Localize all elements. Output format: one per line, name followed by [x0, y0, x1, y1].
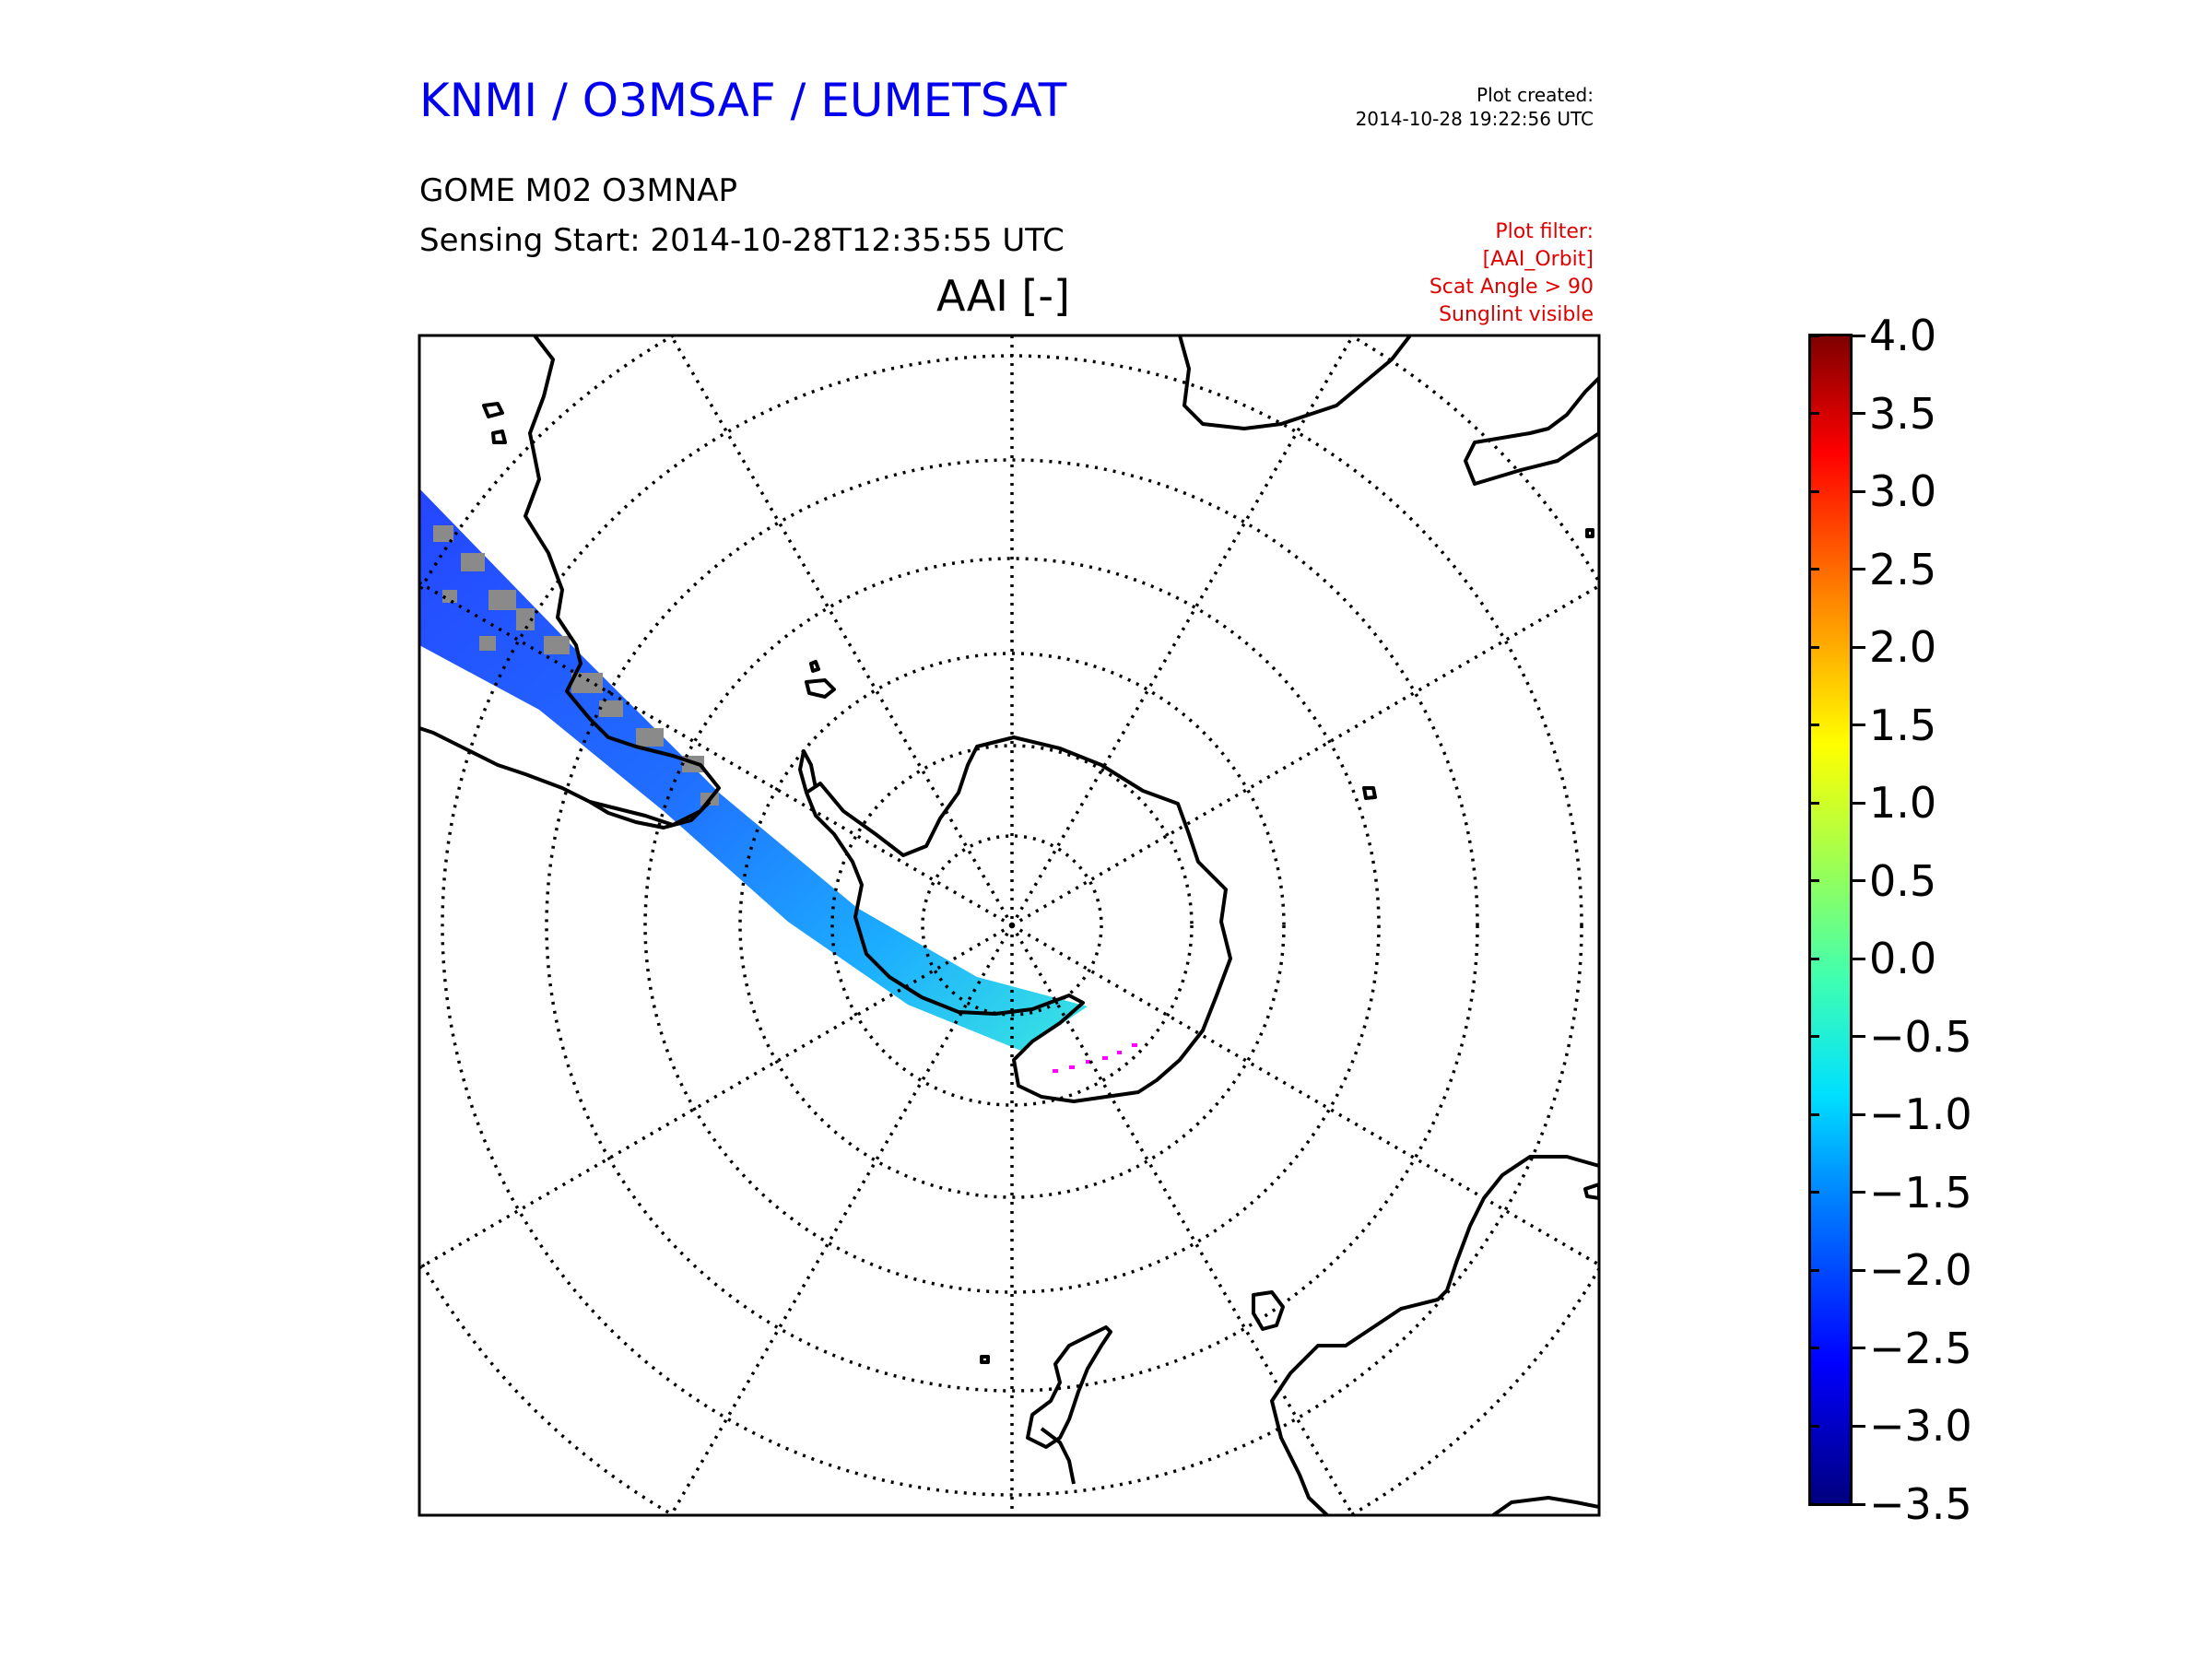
colorbar-tick-label: 1.0: [1869, 778, 1937, 829]
falkland-islands: [805, 678, 836, 699]
colorbar-tick-label: −2.5: [1869, 1323, 1972, 1373]
map-title: AAI [-]: [936, 271, 1070, 321]
colorbar-tick: [1853, 879, 1865, 883]
colorbar-tick-label: −3.0: [1869, 1401, 1972, 1452]
org-title: KNMI / O3MSAF / EUMETSAT: [419, 74, 1067, 127]
plot-created-time: 2014-10-28 19:22:56 UTC: [1355, 108, 1594, 130]
coastlines: [419, 335, 1599, 1515]
campbell-island: [980, 1355, 990, 1364]
south-sandwich-islands: [482, 402, 504, 418]
colorbar-tick-label: 3.0: [1869, 466, 1937, 517]
africa-coast: [1178, 335, 1412, 430]
plot-filter-line: Sunglint visible: [1439, 303, 1594, 326]
colorbar-tick: [1808, 645, 1819, 649]
plot-created: Plot created: 2014-10-28 19:22:56 UTC: [1356, 83, 1594, 131]
south-georgia: [809, 660, 820, 673]
madagascar-coast: [1464, 376, 1599, 486]
colorbar-tick-label: −1.5: [1869, 1167, 1972, 1218]
colorbar-tick: [1808, 1268, 1819, 1272]
colorbar-tick: [1853, 801, 1865, 805]
plot-filter-line: [AAI_Orbit]: [1482, 248, 1594, 271]
colorbar-tick-label: −2.0: [1869, 1245, 1972, 1296]
satellite-swath: [419, 488, 1088, 1051]
colorbar-tick: [1808, 1424, 1819, 1428]
colorbar-tick: [1853, 1268, 1865, 1272]
colorbar-tick: [1853, 1112, 1865, 1116]
colorbar-tick: [1808, 334, 1819, 337]
colorbar-tick: [1808, 801, 1819, 805]
south-america-coast: [419, 335, 721, 827]
colorbar-tick: [1808, 412, 1819, 416]
colorbar-tick: [1808, 1191, 1819, 1194]
plot-filter-line: Scat Angle > 90: [1429, 276, 1594, 299]
colorbar-tick-label: −1.0: [1869, 1089, 1972, 1140]
colorbar-tick: [1853, 412, 1865, 416]
colorbar-tick: [1853, 724, 1865, 727]
colorbar-tick-label: 2.5: [1869, 544, 1937, 594]
new-zealand-south-coast: [1040, 1427, 1076, 1485]
australia-coast: [1270, 1155, 1599, 1515]
map-frame: [418, 334, 1601, 1517]
colorbar-tick-label: 1.5: [1869, 700, 1937, 750]
colorbar-tick: [1808, 1347, 1819, 1350]
colorbar-tick: [1853, 1191, 1865, 1194]
product-name: GOME M02 O3MNAP: [419, 172, 738, 209]
colorbar-tick: [1808, 1112, 1819, 1116]
colorbar-tick: [1808, 1035, 1819, 1039]
tierra-del-fuego: [588, 800, 712, 830]
graticule: [419, 335, 1599, 1515]
colorbar-tick: [1808, 568, 1819, 571]
colorbar: [1808, 334, 1853, 1506]
colorbar-tick: [1853, 1424, 1865, 1428]
antarctic-peninsula: [798, 749, 818, 794]
colorbar-tick: [1853, 489, 1865, 493]
colorbar-tick: [1808, 879, 1819, 883]
antarctica-coast: [805, 735, 1232, 1103]
colorbar-tick: [1808, 957, 1819, 960]
colorbar-tick-label: −0.5: [1869, 1011, 1972, 1062]
australia-southeast-coast: [1491, 1496, 1599, 1515]
plot-created-label: Plot created:: [1477, 84, 1594, 106]
colorbar-tick-label: 3.5: [1869, 388, 1937, 439]
colorbar-tick-label: −3.5: [1869, 1479, 1972, 1529]
colorbar-tick: [1808, 489, 1819, 493]
plot-filter-title: Plot filter:: [1495, 220, 1594, 243]
colorbar-tick: [1808, 1502, 1819, 1506]
colorbar-tick: [1853, 568, 1865, 571]
colorbar-tick-label: 2.0: [1869, 622, 1937, 673]
sensing-start: Sensing Start: 2014-10-28T12:35:55 UTC: [419, 222, 1065, 259]
colorbar-tick: [1853, 1347, 1865, 1350]
absorbing-aerosol-flags: [1053, 1043, 1137, 1073]
west-australia-island: [1583, 1182, 1599, 1200]
colorbar-tick: [1853, 645, 1865, 649]
colorbar-tick: [1808, 724, 1819, 727]
colorbar-tick: [1853, 1035, 1865, 1039]
colorbar-tick: [1853, 334, 1865, 337]
patagonia-islands: [491, 429, 507, 444]
kerguelen-island: [1362, 786, 1377, 800]
tasmania-coast: [1252, 1290, 1285, 1331]
colorbar-tick-label: 0.5: [1869, 855, 1937, 906]
colorbar-tick-label: 0.0: [1869, 934, 1937, 984]
crozet-islands: [1585, 528, 1594, 538]
plot-filter: Plot filter: [AAI_Orbit] Scat Angle > 90…: [1430, 218, 1594, 329]
colorbar-tick: [1853, 957, 1865, 960]
colorbar-tick: [1853, 1502, 1865, 1506]
colorbar-tick-label: 4.0: [1869, 311, 1937, 360]
new-zealand-coast: [1026, 1325, 1112, 1449]
